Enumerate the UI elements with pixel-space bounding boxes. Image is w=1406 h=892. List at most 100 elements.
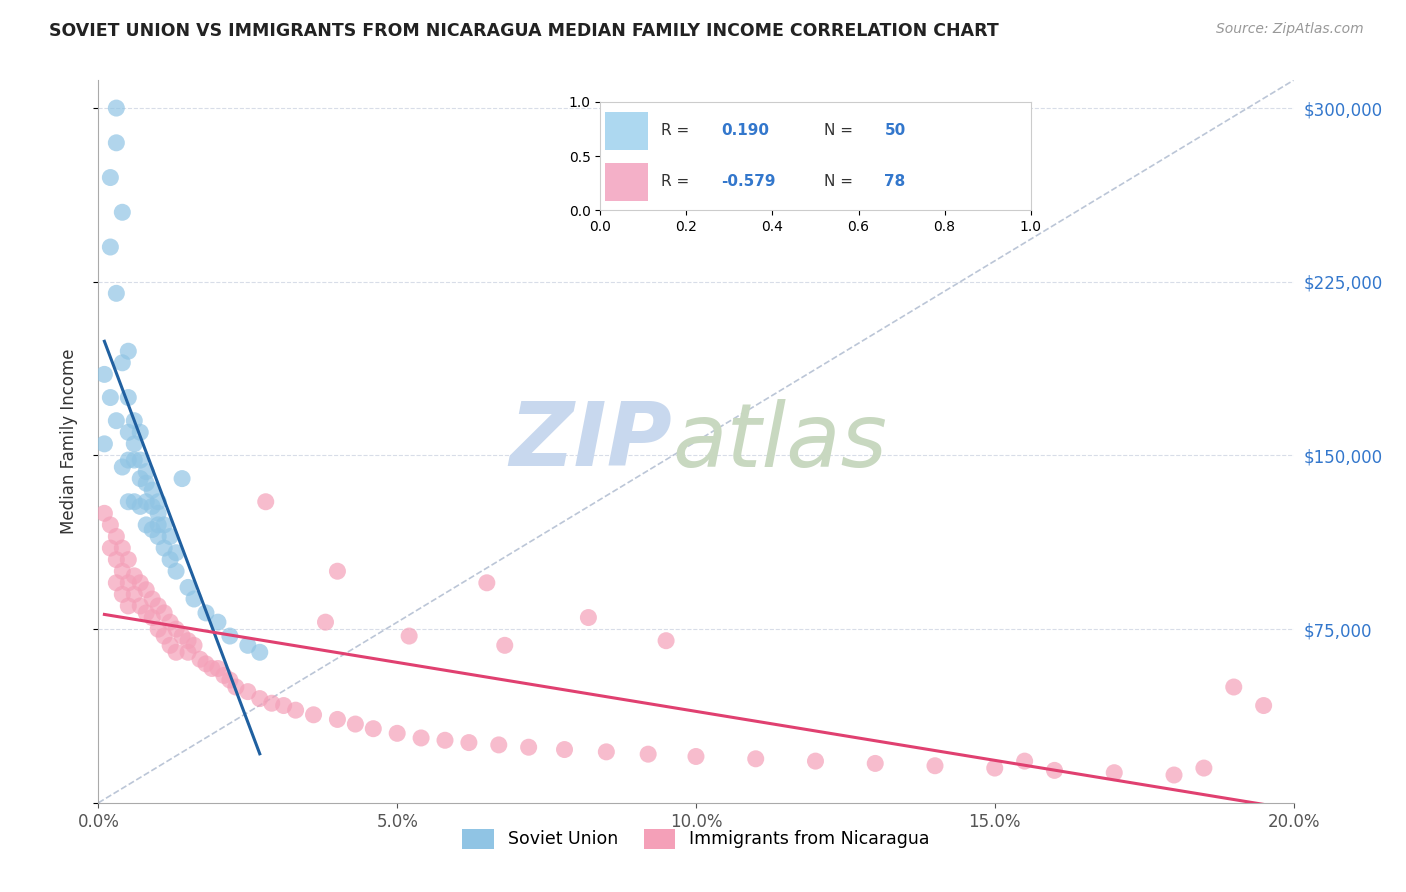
Point bbox=[117, 453, 139, 467]
Point bbox=[260, 696, 283, 710]
Point bbox=[398, 629, 420, 643]
Point bbox=[111, 356, 134, 370]
Point bbox=[578, 610, 600, 624]
Point bbox=[129, 575, 152, 590]
Point bbox=[153, 541, 176, 555]
Point bbox=[148, 599, 170, 613]
Point bbox=[124, 414, 146, 428]
Point bbox=[153, 606, 176, 620]
Point bbox=[129, 453, 152, 467]
Point bbox=[159, 615, 181, 630]
Point bbox=[117, 344, 139, 359]
Point bbox=[172, 629, 194, 643]
Point bbox=[249, 645, 271, 659]
Point bbox=[207, 615, 229, 630]
Point bbox=[315, 615, 337, 630]
Point bbox=[117, 494, 139, 508]
Point bbox=[98, 240, 122, 254]
Point bbox=[273, 698, 295, 713]
Point bbox=[117, 599, 139, 613]
Point bbox=[117, 391, 139, 405]
Point bbox=[148, 517, 170, 532]
Point bbox=[129, 599, 152, 613]
Point bbox=[98, 517, 122, 532]
Point bbox=[93, 437, 115, 451]
Point bbox=[135, 517, 157, 532]
Text: SOVIET UNION VS IMMIGRANTS FROM NICARAGUA MEDIAN FAMILY INCOME CORRELATION CHART: SOVIET UNION VS IMMIGRANTS FROM NICARAGU… bbox=[49, 22, 998, 40]
Point bbox=[141, 592, 163, 607]
Text: Source: ZipAtlas.com: Source: ZipAtlas.com bbox=[1216, 22, 1364, 37]
Point bbox=[105, 414, 128, 428]
Point bbox=[98, 391, 122, 405]
Point bbox=[105, 286, 128, 301]
Point bbox=[111, 460, 134, 475]
Point bbox=[135, 465, 157, 479]
Point bbox=[195, 657, 218, 671]
Point bbox=[148, 494, 170, 508]
Point bbox=[165, 564, 187, 578]
Point bbox=[494, 638, 516, 652]
Point bbox=[458, 735, 481, 749]
Point bbox=[637, 747, 659, 761]
Point bbox=[117, 425, 139, 440]
Point bbox=[1253, 698, 1275, 713]
Point bbox=[363, 722, 385, 736]
Point bbox=[105, 136, 128, 150]
Point bbox=[195, 606, 218, 620]
Point bbox=[225, 680, 247, 694]
Point bbox=[135, 476, 157, 491]
Point bbox=[254, 494, 277, 508]
Point bbox=[655, 633, 678, 648]
Point bbox=[236, 638, 259, 652]
Point bbox=[236, 684, 259, 698]
Point bbox=[93, 368, 115, 382]
Point bbox=[554, 742, 576, 756]
Point bbox=[105, 552, 128, 566]
Point bbox=[865, 756, 887, 771]
Point bbox=[159, 529, 181, 543]
Point bbox=[326, 713, 349, 727]
Point bbox=[105, 529, 128, 543]
Point bbox=[517, 740, 540, 755]
Point bbox=[135, 606, 157, 620]
Point bbox=[488, 738, 510, 752]
Point bbox=[1163, 768, 1185, 782]
Text: atlas: atlas bbox=[672, 399, 887, 484]
Point bbox=[1223, 680, 1246, 694]
Point bbox=[135, 582, 157, 597]
Point bbox=[1014, 754, 1036, 768]
Point bbox=[129, 472, 152, 486]
Point bbox=[165, 546, 187, 560]
Point bbox=[105, 101, 128, 115]
Point bbox=[141, 610, 163, 624]
Point bbox=[148, 506, 170, 520]
Point bbox=[183, 638, 205, 652]
Point bbox=[745, 752, 768, 766]
Point bbox=[124, 569, 146, 583]
Y-axis label: Median Family Income: Median Family Income bbox=[59, 349, 77, 534]
Point bbox=[177, 581, 200, 595]
Point bbox=[111, 205, 134, 219]
Point bbox=[284, 703, 307, 717]
Point bbox=[141, 483, 163, 498]
Point bbox=[1043, 764, 1066, 778]
Point bbox=[219, 673, 242, 687]
Point bbox=[93, 506, 115, 520]
Point bbox=[984, 761, 1007, 775]
Point bbox=[165, 622, 187, 636]
Point bbox=[188, 652, 211, 666]
Point bbox=[105, 575, 128, 590]
Point bbox=[177, 645, 200, 659]
Point bbox=[129, 425, 152, 440]
Point bbox=[1104, 765, 1126, 780]
Point bbox=[141, 523, 163, 537]
Point bbox=[302, 707, 325, 722]
Point bbox=[153, 517, 176, 532]
Point bbox=[98, 170, 122, 185]
Point bbox=[172, 472, 194, 486]
Point bbox=[207, 661, 229, 675]
Point bbox=[177, 633, 200, 648]
Point bbox=[141, 500, 163, 514]
Point bbox=[1192, 761, 1215, 775]
Point bbox=[385, 726, 409, 740]
